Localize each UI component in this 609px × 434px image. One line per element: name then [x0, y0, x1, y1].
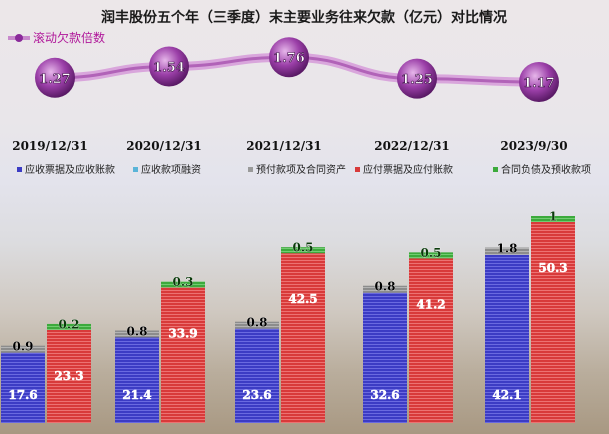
data-label: 0.8 [247, 316, 268, 330]
category-label: 2021/12/31 [246, 139, 322, 153]
data-label: 0.5 [421, 246, 442, 260]
data-label: 0.5 [293, 241, 314, 255]
legend-swatch [133, 167, 138, 172]
data-label: 17.6 [8, 388, 37, 402]
ratio-value-label: 1.76 [273, 51, 305, 66]
ratio-legend: 滚动欠款倍数 [8, 30, 105, 45]
ratio-marker [35, 57, 75, 98]
ratio-legend-label: 滚动欠款倍数 [33, 30, 105, 45]
ratio-value-label: 1.54 [153, 60, 185, 75]
legend-label: 应付票据及应付账款 [363, 163, 453, 176]
bar-receivable [363, 292, 407, 423]
bar-payable [409, 258, 453, 423]
bar-payable [47, 329, 91, 423]
bar-receivable [115, 337, 159, 423]
legend-label: 应收票据及应收账款 [25, 163, 115, 176]
data-label: 0.9 [13, 340, 34, 354]
category-label: 2023/9/30 [500, 139, 567, 153]
data-label: 23.3 [54, 369, 83, 383]
category-label: 2019/12/31 [12, 139, 88, 153]
data-label: 0.2 [59, 317, 80, 331]
data-label: 23.6 [242, 388, 271, 402]
bar-payable [531, 221, 575, 423]
bar-receivable [485, 254, 529, 423]
bar-contract [281, 247, 325, 254]
data-label: 41.2 [416, 297, 445, 311]
legend-item: 应付票据及应付账款 [355, 163, 453, 176]
legend-item: 应收款项融资 [133, 163, 201, 176]
bar-contract [161, 281, 205, 288]
data-label: 42.1 [492, 388, 521, 402]
ratio-marker [519, 62, 559, 102]
data-label: 50.3 [538, 261, 567, 275]
data-label: 21.4 [122, 388, 151, 402]
legend-swatch [248, 167, 253, 172]
bar-prepaid [235, 321, 279, 329]
data-label: 1.8 [497, 242, 518, 256]
bar-payable [161, 287, 205, 423]
bar-layer: 17.6 0.9 23.3 0.2 21.4 0.8 33.9 0.3 23.6 0.8 42.5 0… [1, 209, 575, 423]
chart-title: 润丰股份五个年（三季度）末主要业务往来欠款（亿元）对比情况 [101, 9, 507, 26]
data-label: 0.3 [173, 275, 194, 289]
series-legend: 应收票据及应收账款 应收款项融资 预付款项及合同资产 应付票据及应付账款 合同负债及预收… [17, 163, 591, 176]
data-label: 1 [549, 209, 557, 223]
ratio-value-label: 1.17 [523, 76, 555, 91]
bar-prepaid [115, 330, 159, 338]
bar-contract [47, 323, 91, 330]
legend-label: 应收款项融资 [141, 163, 201, 176]
legend-swatch [493, 167, 498, 172]
legend-label: 预付款项及合同资产 [256, 163, 346, 176]
ratio-value-label: 1.25 [401, 73, 433, 88]
data-label: 0.8 [375, 280, 396, 294]
category-label: 2020/12/31 [126, 139, 202, 153]
category-label: 2022/12/31 [374, 139, 450, 153]
legend-swatch [17, 167, 22, 172]
bar-payable [281, 253, 325, 423]
ratio-line-layer: 1.27 1.54 1.76 1.25 1.17 [35, 37, 559, 102]
legend-label: 合同负债及预收款项 [501, 163, 591, 176]
data-label: 42.5 [288, 292, 317, 306]
bar-prepaid [1, 345, 45, 353]
bar-contract [531, 215, 575, 222]
category-labels: 2019/12/31 2020/12/31 2021/12/31 2022/12/31… [12, 139, 567, 153]
bar-receivable [235, 328, 279, 423]
bar-receivable [1, 352, 45, 423]
ratio-marker [149, 46, 189, 87]
legend-swatch [355, 167, 360, 172]
ratio-marker [269, 37, 309, 78]
bar-prepaid [485, 247, 529, 255]
data-label: 32.6 [370, 388, 399, 402]
ratio-marker [397, 58, 437, 99]
legend-item: 合同负债及预收款项 [493, 163, 591, 176]
data-label: 33.9 [168, 327, 197, 341]
ratio-value-label: 1.27 [39, 72, 71, 87]
legend-item: 预付款项及合同资产 [248, 163, 346, 176]
legend-item: 应收票据及应收账款 [17, 163, 115, 176]
bar-prepaid [363, 285, 407, 293]
data-label: 0.8 [127, 324, 148, 338]
bar-contract [409, 252, 453, 259]
